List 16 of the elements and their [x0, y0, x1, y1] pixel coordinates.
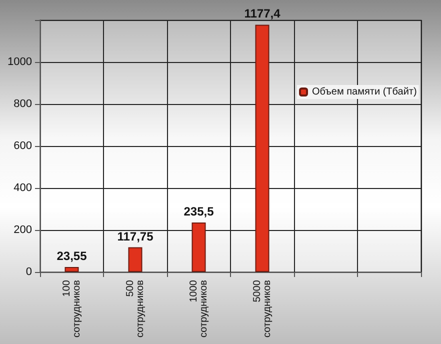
y-tick-label: 400	[14, 182, 32, 194]
bar	[128, 247, 142, 272]
data-label: 235,5	[184, 204, 214, 219]
data-label: 117,75	[117, 229, 154, 244]
bar	[64, 267, 79, 272]
y-tick-label: 800	[14, 98, 32, 110]
x-tick-label: 100 сотрудников	[61, 280, 82, 338]
y-tick-label: 0	[26, 266, 32, 278]
legend-label: Объем памяти (Тбайт)	[312, 86, 417, 98]
bar	[192, 222, 206, 272]
y-tick-label: 1000	[8, 56, 32, 68]
bar	[255, 24, 270, 272]
y-tick-label: 200	[14, 224, 32, 236]
data-label: 1177,4	[244, 6, 281, 21]
data-label: 23,55	[56, 249, 88, 264]
y-tick-label: 600	[14, 140, 32, 152]
